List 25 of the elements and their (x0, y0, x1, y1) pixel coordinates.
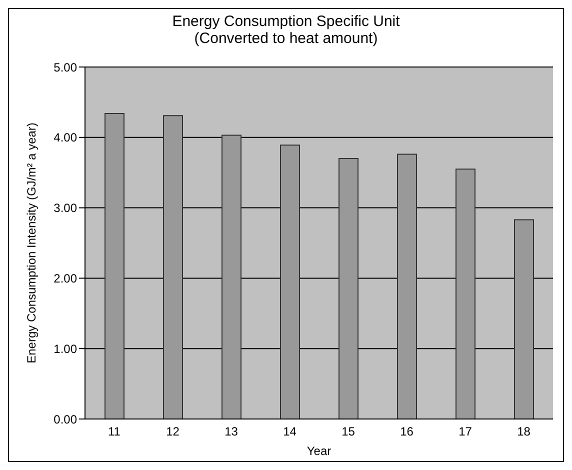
x-tick-label: 18 (517, 424, 531, 439)
x-tick-label: 14 (283, 424, 297, 439)
y-tick-label: 5.00 (54, 60, 78, 74)
bar (456, 168, 476, 419)
x-tick-label: 12 (166, 424, 180, 439)
y-tick-label: 3.00 (54, 201, 78, 216)
x-axis-title: Year (306, 444, 332, 458)
bar (222, 134, 242, 419)
x-tick-label: 11 (108, 424, 121, 439)
y-tick-label: 2.00 (54, 271, 78, 286)
bar (163, 115, 183, 419)
x-tick-label: 16 (400, 424, 414, 439)
chart-title: Energy Consumption Specific Unit (Converted to heat amount) (171, 13, 401, 47)
bar (280, 144, 300, 419)
x-tick-label: 15 (342, 424, 356, 439)
bar (338, 158, 358, 419)
x-tick-label: 13 (224, 424, 238, 439)
y-tick-label: 1.00 (54, 342, 78, 356)
bar (514, 219, 534, 419)
bar (397, 154, 417, 419)
y-tick-label: 0.00 (54, 412, 78, 426)
x-tick-label: 17 (458, 424, 472, 439)
bar (104, 112, 124, 419)
y-tick-label: 4.00 (54, 130, 78, 145)
y-axis-title: Energy Consumption Intensity (GJ/m² a year) (24, 122, 38, 364)
